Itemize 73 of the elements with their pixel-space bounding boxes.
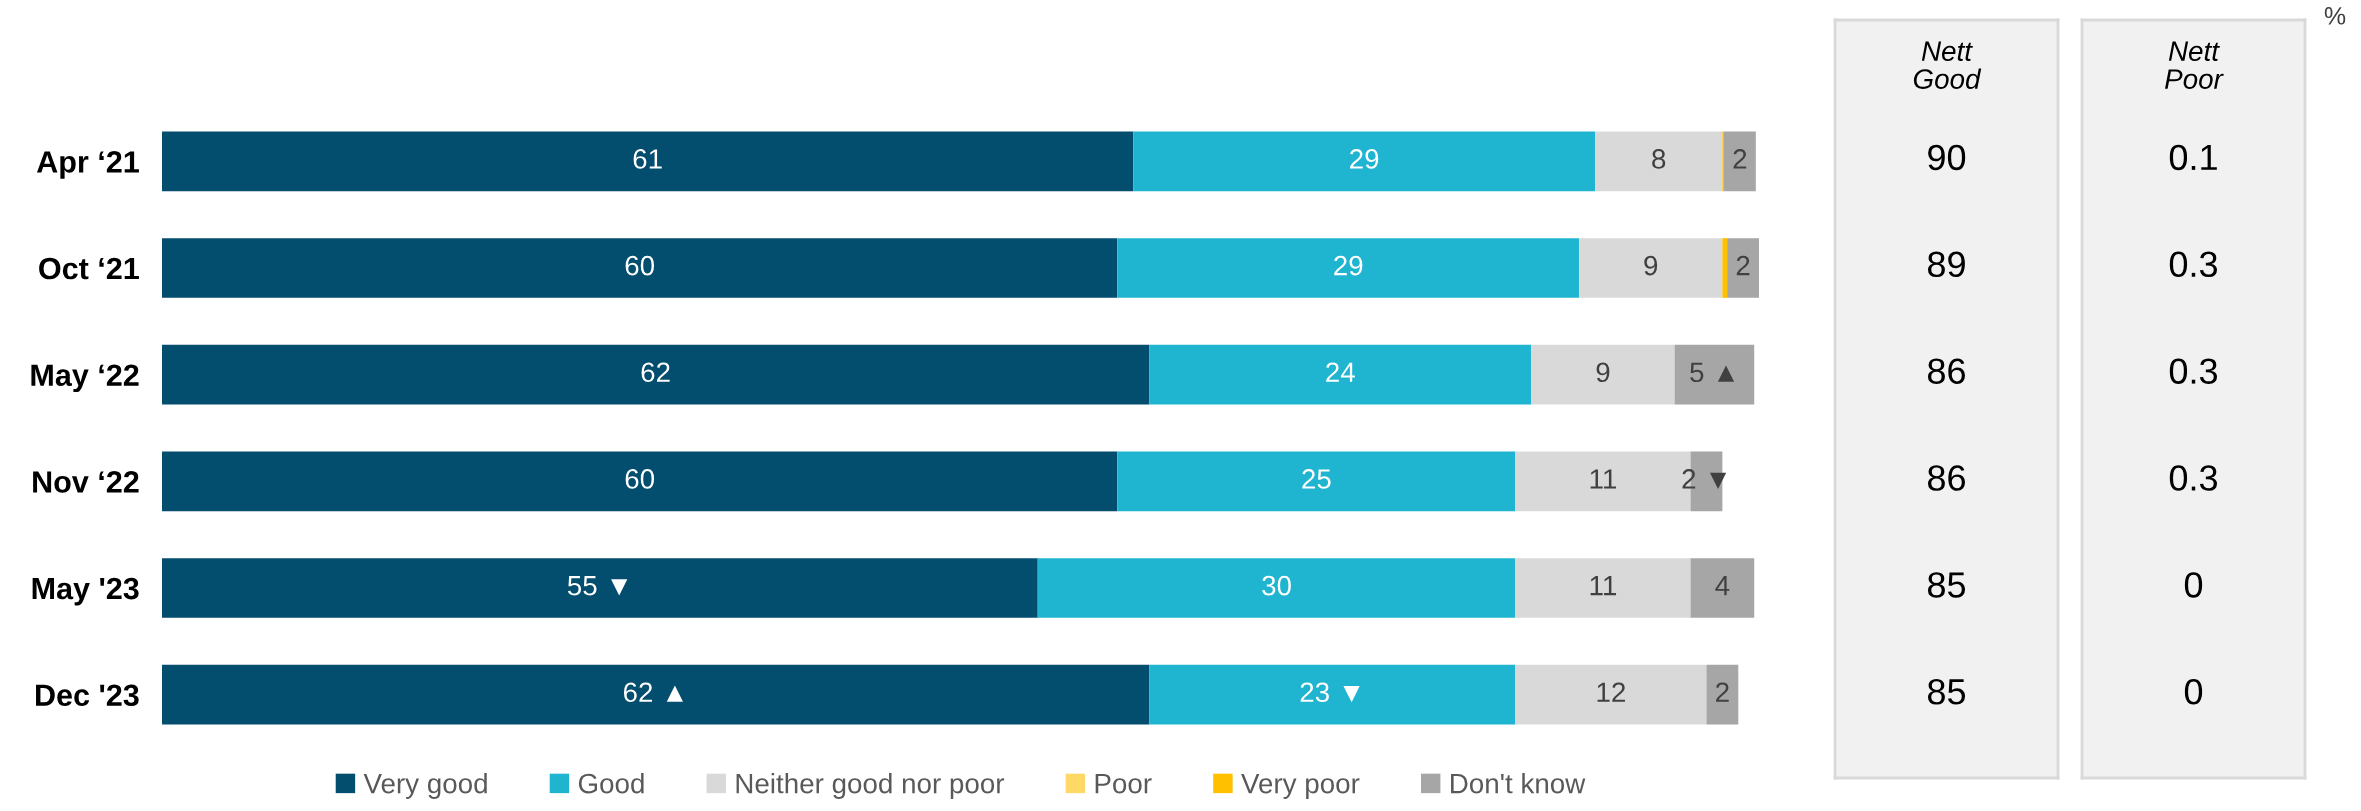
y-tick-label: Nov ‘22 [33,471,139,493]
data-label: 0 [2184,572,2203,598]
bar [162,238,1118,298]
data-label: 85 [1927,679,1966,705]
bar [1727,238,1759,298]
bar [1149,664,1516,725]
bar [1117,451,1516,512]
legend-label: Don't know [1451,773,1586,794]
data-label: 86 [1927,358,1965,384]
text: % [2324,7,2346,25]
data-label: 30 [1262,575,1291,596]
bar [1579,238,1723,298]
bar [162,664,1150,725]
data-label: 0.1 [2169,144,2217,171]
bar [1117,238,1580,298]
bar [1722,238,1728,298]
bar [1133,131,1595,192]
data-label: 89 [1927,251,1965,278]
data-label: 2 [1736,255,1750,276]
data-label: 11 [1590,576,1617,596]
data-label: 29 [1350,149,1379,169]
data-label: 62 [641,362,670,383]
bar [1674,344,1755,405]
data-label: 9 [1644,255,1658,276]
data-label: 8 [1652,149,1666,169]
text: Nett Poor [2165,41,2224,89]
data-label: 5 ▲ [1690,362,1735,383]
data-label: 60 [625,255,655,276]
legend-label: Good [578,773,644,794]
data-label: 55 ▼ [567,576,628,596]
data-label: 25 [1302,469,1331,489]
bar [1595,131,1723,192]
data-label: 9 [1596,362,1610,383]
data-label: 62 ▲ [623,682,684,703]
data-label: 85 [1927,572,1966,598]
data-label: 4 [1715,576,1730,596]
y-tick-label: May ‘22 [31,364,139,393]
y-tick-label: May '23 [32,577,139,606]
data-label: 11 [1590,469,1617,489]
legend-label: Poor [1095,774,1152,794]
data-label: 61 [633,149,662,169]
y-tick-label: Oct ‘21 [39,257,139,280]
bar [1515,558,1691,618]
data-label: 12 [1597,682,1625,702]
bar [1690,558,1755,618]
bar [1723,131,1756,192]
bar [1149,344,1532,405]
bar [162,558,1038,618]
data-label: 23 ▼ [1300,682,1360,703]
bar [162,344,1150,405]
legend-label: Very good [363,773,487,799]
data-label: 86 [1927,465,1965,491]
data-label: 0 [2184,679,2203,705]
data-label: 2 [1733,149,1747,169]
data-label: 2 [1716,682,1729,702]
legend-label: Neither good nor poor [736,773,1005,799]
bar [1515,664,1707,725]
text: Nett Good [1913,41,1982,89]
bar [1531,344,1675,405]
data-label: 60 [625,469,655,489]
data-label: 90 [1928,144,1966,171]
bar [1037,558,1516,618]
y-tick-label: Apr ‘21 [36,151,139,179]
data-label: 0.3 [2169,251,2218,278]
y-tick-label: Dec '23 [36,684,139,707]
data-label: 0.3 [2169,358,2218,384]
bar [1706,664,1739,725]
data-label: 24 [1326,362,1355,382]
legend-label: Very poor [1241,774,1360,799]
data-label: 29 [1334,255,1363,276]
bar [162,131,1134,192]
bar [162,451,1118,512]
data-label: 0.3 [2169,465,2218,491]
